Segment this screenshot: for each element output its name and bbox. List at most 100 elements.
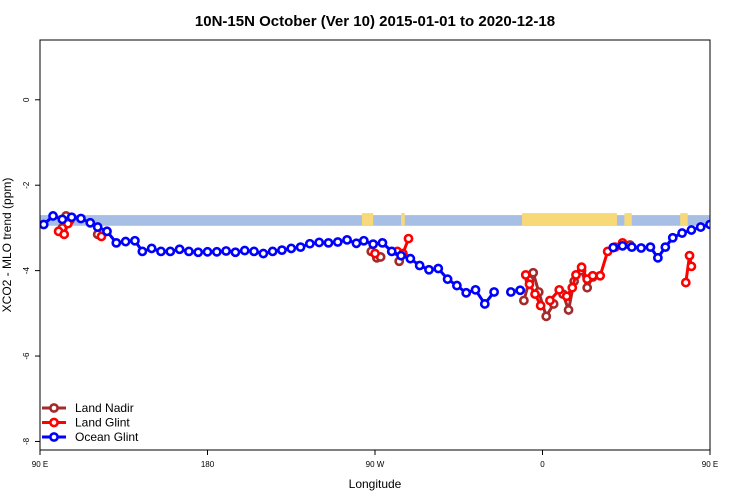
data-point-land-glint: [59, 229, 70, 240]
data-point-ocean-glint: [396, 250, 406, 261]
series-layer: [40, 211, 710, 322]
legend-label: Ocean Glint: [75, 430, 139, 444]
data-point-ocean-glint: [342, 234, 352, 245]
y-tick-label: -8: [22, 437, 31, 445]
data-point-ocean-glint: [617, 240, 628, 251]
data-point-land-glint: [554, 284, 565, 295]
data-point-ocean-glint: [470, 284, 481, 295]
data-point-ocean-glint: [479, 299, 490, 309]
x-tick-label: 90 W: [366, 460, 385, 469]
data-point-ocean-glint: [66, 212, 77, 223]
data-point-land-glint: [524, 279, 535, 290]
data-point-ocean-glint: [386, 246, 397, 257]
data-point-land-nadir: [541, 311, 552, 322]
data-point-ocean-glint: [695, 222, 706, 232]
data-point-land-nadir: [518, 295, 529, 306]
data-point-ocean-glint: [130, 235, 140, 246]
data-point-land-glint: [680, 277, 691, 288]
data-point-land-glint: [567, 282, 578, 293]
data-point-ocean-glint: [451, 280, 462, 291]
data-point-ocean-glint: [57, 214, 68, 225]
series-ocean-glint: [40, 211, 710, 309]
data-point-ocean-glint: [414, 260, 425, 271]
legend-marker: [49, 403, 59, 413]
data-point-ocean-glint: [183, 246, 194, 257]
x-tick-label: 90 E: [32, 460, 48, 469]
x-tick-label: 180: [201, 460, 215, 469]
legend-item-land-glint: Land Glint: [42, 416, 130, 430]
series-line-land-glint: [524, 274, 542, 307]
data-point-land-glint: [595, 270, 606, 281]
data-point-ocean-glint: [48, 211, 58, 221]
data-point-ocean-glint: [515, 285, 526, 296]
data-point-ocean-glint: [137, 246, 148, 257]
data-point-ocean-glint: [424, 264, 434, 275]
land-band-segment: [680, 213, 688, 226]
y-axis: 0 -2 -4 -6 -8: [22, 97, 40, 445]
data-point-ocean-glint: [442, 274, 453, 285]
data-point-ocean-glint: [314, 237, 325, 248]
data-point-ocean-glint: [368, 239, 379, 250]
data-point-land-glint: [520, 269, 531, 280]
data-point-ocean-glint: [705, 219, 710, 230]
legend-marker: [49, 432, 59, 442]
data-point-ocean-glint: [193, 247, 204, 258]
data-point-ocean-glint: [351, 238, 362, 249]
data-point-ocean-glint: [165, 246, 176, 257]
legend-item-ocean-glint: Ocean Glint: [42, 430, 139, 444]
data-point-land-glint: [561, 291, 572, 302]
data-point-ocean-glint: [174, 244, 185, 255]
data-point-ocean-glint: [92, 222, 103, 232]
legend-label: Land Glint: [75, 416, 130, 430]
land-band-segment: [361, 213, 374, 226]
data-point-land-glint: [370, 248, 380, 259]
data-point-ocean-glint: [146, 243, 157, 254]
data-point-ocean-glint: [249, 246, 259, 257]
x-tick-label: 0: [540, 460, 545, 469]
data-point-ocean-glint: [102, 226, 112, 237]
data-point-land-glint: [686, 261, 697, 272]
data-point-ocean-glint: [295, 242, 306, 253]
data-point-land-glint: [530, 289, 540, 300]
data-point-ocean-glint: [40, 219, 49, 230]
data-point-land-glint: [587, 270, 598, 281]
data-point-ocean-glint: [76, 213, 86, 224]
data-point-ocean-glint: [660, 242, 671, 253]
data-point-land-nadir: [563, 305, 574, 315]
data-point-ocean-glint: [626, 242, 637, 253]
data-point-ocean-glint: [652, 252, 663, 263]
x-axis-label: Longitude: [349, 477, 402, 491]
data-point-ocean-glint: [286, 243, 297, 254]
land-band-segment: [522, 213, 617, 226]
data-point-ocean-glint: [258, 248, 269, 259]
data-point-land-glint: [576, 262, 587, 273]
ocean-band: [40, 215, 710, 226]
data-point-ocean-glint: [505, 287, 516, 297]
data-point-land-nadir: [582, 282, 593, 293]
data-point-land-glint: [571, 269, 581, 280]
legend-label: Land Nadir: [75, 401, 134, 415]
data-point-ocean-glint: [85, 217, 96, 228]
data-point-ocean-glint: [667, 232, 678, 243]
data-point-ocean-glint: [239, 245, 250, 256]
y-tick-label: -2: [22, 181, 31, 189]
data-point-ocean-glint: [230, 247, 241, 258]
data-point-ocean-glint: [377, 237, 388, 248]
y-axis-label: XCO2 - MLO trend (ppm): [0, 178, 14, 313]
x-tick-label: 90 E: [702, 460, 718, 469]
data-point-ocean-glint: [677, 228, 687, 238]
data-point-ocean-glint: [304, 238, 315, 249]
y-tick-label: -6: [22, 352, 31, 360]
data-point-ocean-glint: [433, 263, 444, 274]
data-point-ocean-glint: [202, 246, 213, 257]
data-point-land-glint: [403, 233, 414, 244]
data-point-land-glint: [545, 295, 555, 306]
data-point-ocean-glint: [156, 246, 166, 257]
data-point-ocean-glint: [211, 246, 222, 257]
data-point-ocean-glint: [636, 243, 647, 253]
x-axis: 90 E 180 90 W 0 90 E: [32, 450, 718, 469]
data-point-ocean-glint: [111, 237, 122, 248]
coastline-band: [40, 213, 710, 226]
